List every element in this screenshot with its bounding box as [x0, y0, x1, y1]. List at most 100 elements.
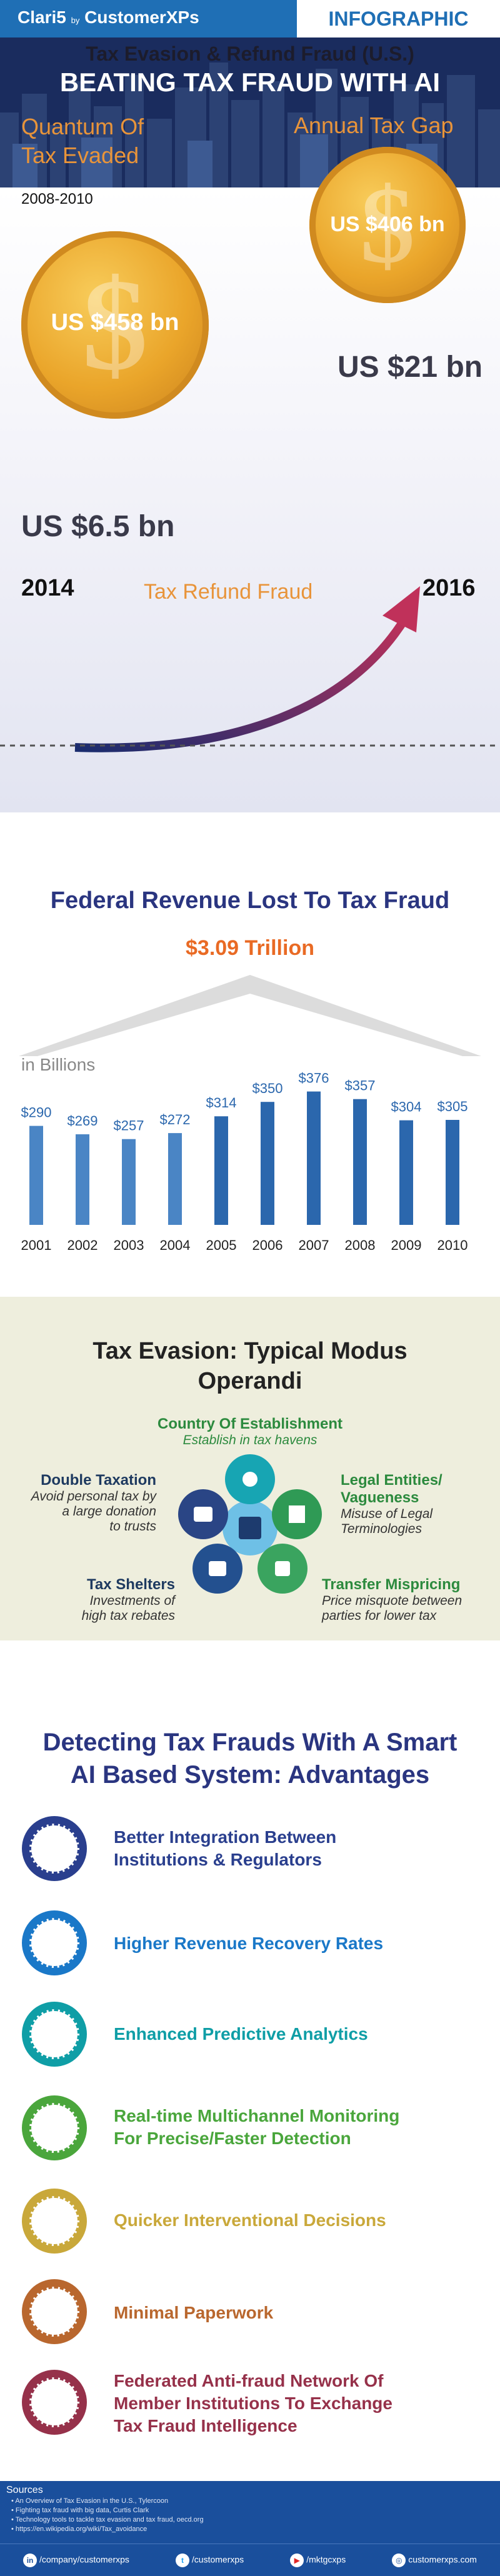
advantage-text: Enhanced Predictive Analytics [114, 2024, 368, 2044]
mo-establishment: Country Of Establishment Establish in ta… [0, 1415, 500, 1448]
advantage-text: Quicker Interventional Decisions [114, 2210, 386, 2230]
year-label: 2006 [252, 1237, 283, 1253]
mo-legal-title2: Vagueness [341, 1489, 419, 1506]
youtube-link[interactable]: ▶ /mktgcxps [290, 2553, 346, 2567]
year-label: 2003 [114, 1237, 144, 1253]
section2-title: Federal Revenue Lost To Tax Fraud [50, 887, 450, 914]
infographic-tag: INFOGRAPHIC [297, 0, 500, 37]
unit-label: in Billions [21, 1055, 96, 1074]
bar-value-label: $376 [299, 1071, 329, 1086]
period-label: 2008-2010 [21, 191, 93, 207]
advantage-line: Better Integration Between [114, 1827, 337, 1847]
source-item[interactable]: • https://en.wikipedia.org/wiki/Tax_avoi… [11, 2525, 148, 2533]
bar-value-label: $314 [206, 1095, 237, 1111]
mo-shelters-title: Tax Shelters [87, 1576, 175, 1593]
bar-value-label: $357 [345, 1078, 376, 1094]
mo-legal-entities: Legal Entities/ Vagueness Misuse of Lega… [341, 1472, 491, 1537]
revenue-lost-bar-chart: $290 2001 $269 2002 $257 2003 $272 2004 $314 2005… [21, 1071, 468, 1253]
globe-icon: ◎ [392, 2553, 406, 2567]
mo-shelters-sub1: Investments of [89, 1594, 175, 1608]
website-link[interactable]: ◎ customerxps.com [392, 2553, 477, 2567]
brand-by: by [71, 16, 80, 25]
bar-value-label: $290 [21, 1105, 52, 1121]
year-label: 2004 [160, 1237, 191, 1253]
bar-2006 [261, 1102, 274, 1225]
source-text: https://en.wikipedia.org/wiki/Tax_avoida… [15, 2525, 148, 2533]
refund-start-year: 2014 [21, 575, 74, 601]
source-item[interactable]: • Technology tools to tackle tax evasion… [11, 2516, 204, 2524]
recovery-icon [22, 1910, 87, 1975]
advantage-item [22, 1816, 87, 1881]
dollar-sign-icon: $ [82, 252, 148, 397]
refund-start-value: US $6.5 bn [21, 510, 175, 543]
advantage-text: Real-time Multichannel Monitoring For Pr… [114, 2105, 399, 2150]
bar-2002 [76, 1134, 89, 1225]
bar-value-label: $257 [114, 1118, 144, 1134]
source-text: Fighting tax fraud with big data, Curtis… [15, 2507, 149, 2514]
mo-establishment-sub: Establish in tax havens [182, 1433, 318, 1447]
advantage-line: Member Institutions To Exchange [114, 2394, 392, 2413]
linkedin-link[interactable]: in /company/customerxps [23, 2553, 129, 2567]
advantage-item [22, 2279, 87, 2344]
advantage-line: Institutions & Regulators [114, 1850, 322, 1869]
source-item[interactable]: • Fighting tax fraud with big data, Curt… [11, 2507, 149, 2514]
year-label: 2001 [21, 1237, 52, 1253]
quantum-value: US $458 bn [51, 309, 179, 336]
year-label: 2005 [206, 1237, 237, 1253]
social-links-bar: in /company/customerxps t /customerxps ▶… [0, 2544, 500, 2576]
advantage-text: Federated Anti-fraud Network Of Member I… [114, 2370, 392, 2437]
section4-title-line2: AI Based System: Advantages [70, 1761, 430, 1789]
linkedin-text: /company/customerxps [39, 2554, 129, 2565]
coin-icon [21, 231, 209, 419]
twitter-link[interactable]: t /customerxps [176, 2553, 244, 2567]
advantage-item [22, 2370, 87, 2435]
advantage-item [22, 2095, 87, 2160]
advantage-text: Better Integration Between Institutions … [114, 1826, 336, 1871]
advantage-item [22, 1910, 87, 1975]
coin-icon [309, 147, 466, 303]
sources-title: Sources [6, 2485, 43, 2495]
youtube-text: /mktgcxps [306, 2554, 346, 2565]
paperwork-icon [22, 2279, 87, 2344]
network-icon [22, 1816, 87, 1881]
bar-2009 [399, 1120, 413, 1225]
refund-end-value: US $21 bn [338, 351, 483, 384]
modus-operandi-wheel [178, 1454, 322, 1594]
total-lost-value: $3.09 Trillion [186, 936, 314, 960]
total-bracket-graphic [19, 975, 481, 1056]
mo-establishment-title: Country Of Establishment [157, 1415, 343, 1432]
bar-2003 [122, 1139, 136, 1225]
section4-title: Detecting Tax Frauds With A Smart AI Bas… [0, 1726, 500, 1791]
annual-tax-gap-heading: Annual Tax Gap [294, 112, 454, 138]
mo-mispricing-sub2: parties for lower tax [322, 1609, 437, 1623]
mo-double-taxation: Double Taxation Avoid personal tax by a … [25, 1472, 156, 1534]
advantage-line: Real-time Multichannel Monitoring [114, 2106, 400, 2125]
source-text: Technology tools to tackle tax evasion a… [15, 2516, 204, 2524]
dollar-sign-icon: $ [360, 164, 415, 286]
year-label: 2009 [391, 1237, 422, 1253]
section3-title: Tax Evasion: Typical Modus Operandi [0, 1336, 500, 1396]
year-label: 2007 [299, 1237, 329, 1253]
refund-growth-arrow [0, 586, 500, 752]
bar-value-label: $269 [68, 1113, 98, 1129]
bar-2004 [168, 1133, 182, 1225]
section4-title-line1: Detecting Tax Frauds With A Smart [42, 1729, 458, 1756]
mo-shelters-sub2: high tax rebates [81, 1609, 175, 1623]
mo-transfer-mispricing: Transfer Mispricing Price misquote betwe… [322, 1576, 497, 1624]
hero-title: BEATING TAX FRAUD WITH AI [59, 67, 441, 97]
linkedin-icon: in [23, 2553, 38, 2567]
advantage-item [22, 2189, 87, 2254]
twitter-icon: t [176, 2553, 190, 2567]
advantage-line: Federated Anti-fraud Network Of [114, 2371, 384, 2390]
website-text: customerxps.com [408, 2554, 477, 2565]
federation-icon [22, 2370, 87, 2435]
brand-logo[interactable]: Clari5 by CustomerXPs [18, 7, 199, 27]
bar-2001 [29, 1126, 43, 1225]
bar-2007 [307, 1091, 321, 1225]
monitoring-icon [22, 2095, 87, 2160]
year-label: 2002 [68, 1237, 98, 1253]
decision-icon [22, 2189, 87, 2254]
mo-double-sub2: a large donation [62, 1504, 156, 1519]
source-item[interactable]: • An Overview of Tax Evasion in the U.S.… [11, 2497, 169, 2505]
advantage-text: Minimal Paperwork [114, 2303, 274, 2322]
